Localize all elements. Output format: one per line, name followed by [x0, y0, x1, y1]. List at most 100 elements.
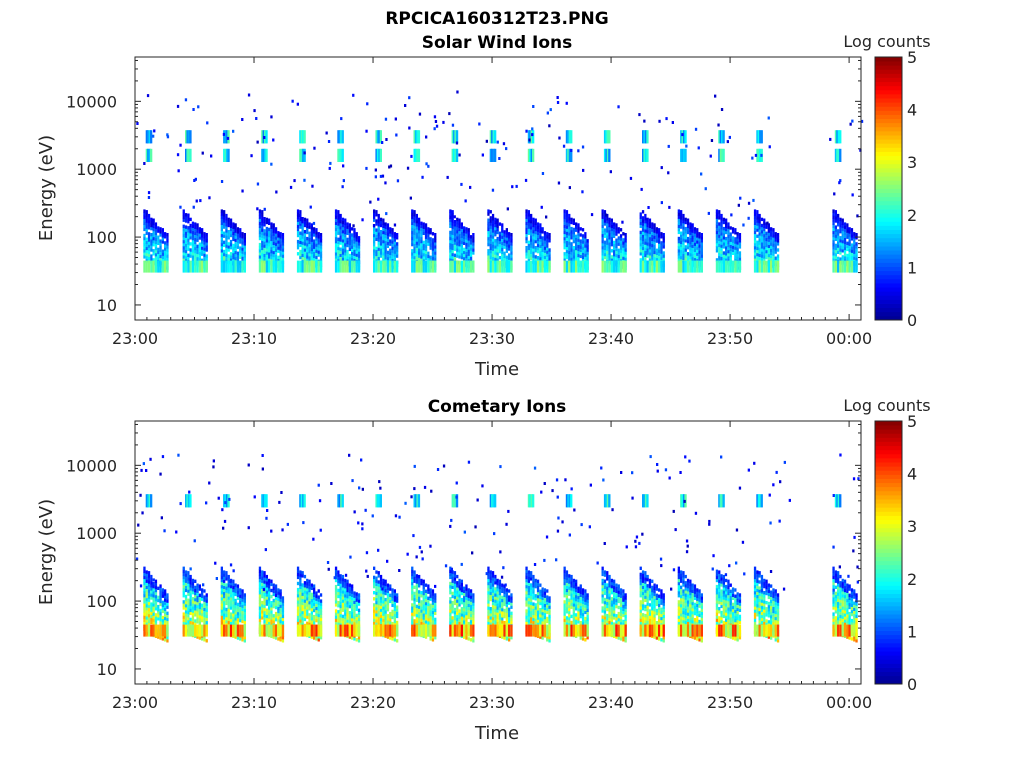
heatmap-cell	[306, 236, 309, 241]
heatmap-cell	[837, 260, 840, 273]
heatmap-cell	[682, 256, 685, 261]
heatmap-cell	[639, 212, 642, 216]
heatmap-cell	[258, 618, 262, 622]
heatmap-cell	[487, 260, 490, 273]
heatmap-cell	[236, 608, 240, 613]
heatmap-cell	[189, 608, 192, 612]
heatmap-cell	[734, 260, 737, 273]
heatmap-cell	[152, 615, 155, 619]
heatmap-cell	[232, 234, 235, 238]
heatmap-cell	[696, 237, 699, 241]
heatmap-cell	[143, 621, 146, 625]
heatmap-cell	[263, 598, 266, 602]
heatmap-cell	[393, 250, 396, 254]
heatmap-cell	[258, 215, 262, 219]
heatmap-cell	[281, 605, 285, 609]
heatmap-cell	[243, 620, 246, 625]
heatmap-cell	[541, 236, 544, 240]
heatmap-cell	[161, 591, 164, 595]
heatmap-cell	[725, 255, 728, 259]
heatmap-cell	[150, 587, 153, 591]
heatmap-cell	[306, 252, 309, 256]
heatmap-cell	[196, 253, 199, 258]
heatmap-cell	[229, 600, 233, 604]
heatmap-cell	[731, 227, 735, 231]
heatmap-cell	[464, 199, 467, 203]
heatmap-cell	[424, 611, 428, 615]
heatmap-cell	[686, 246, 690, 250]
heatmap-cell	[205, 245, 208, 249]
heatmap-cell	[143, 597, 146, 601]
heatmap-cell	[299, 613, 302, 617]
y-axis-label: Energy (eV)	[36, 135, 57, 241]
heatmap-cell	[389, 624, 392, 637]
heatmap-cell	[184, 607, 188, 611]
heatmap-cell	[853, 256, 856, 260]
heatmap-cell	[760, 260, 764, 273]
heatmap-cell	[148, 130, 151, 144]
heatmap-cell	[648, 260, 652, 273]
heatmap-cell	[263, 260, 266, 273]
heatmap-cell	[420, 615, 423, 619]
heatmap-cell	[355, 604, 358, 608]
heatmap-cell	[494, 148, 497, 162]
heatmap-cell	[232, 585, 235, 590]
heatmap-cell	[393, 232, 396, 236]
heatmap-cell	[187, 220, 190, 224]
heatmap-cell	[548, 239, 551, 243]
heatmap-cell	[261, 246, 264, 251]
heatmap-cell	[145, 594, 148, 599]
heatmap-cell	[191, 239, 195, 244]
heatmap-cell	[718, 148, 721, 162]
heatmap-cell	[415, 247, 418, 251]
heatmap-cell	[715, 246, 719, 250]
heatmap-cell	[196, 260, 199, 273]
heatmap-cell	[465, 233, 468, 237]
heatmap-cell	[317, 595, 320, 599]
heatmap-cell	[337, 237, 340, 241]
heatmap-cell	[194, 622, 197, 626]
heatmap-cell	[241, 250, 244, 254]
heatmap-cell	[458, 236, 461, 241]
heatmap-cell	[161, 588, 164, 592]
heatmap-cell	[756, 225, 759, 229]
heatmap-cell	[434, 120, 438, 123]
heatmap-cell	[205, 605, 208, 609]
heatmap-cell	[261, 585, 264, 589]
heatmap-cell	[182, 578, 185, 583]
heatmap-cell	[832, 236, 835, 241]
heatmap-cell	[226, 136, 230, 140]
heatmap-cell	[563, 215, 566, 219]
heatmap-cell	[203, 607, 206, 611]
heatmap-cell	[344, 249, 347, 253]
heatmap-cell	[715, 258, 719, 262]
heatmap-cell	[418, 614, 421, 619]
heatmap-cell	[411, 230, 414, 235]
heatmap-cell	[145, 240, 148, 244]
heatmap-cell	[608, 251, 611, 255]
heatmap-cell	[501, 223, 504, 227]
panel-solar-wind: Solar Wind Ions 23:00 23:10 23:20 23:30 23:4…	[36, 32, 931, 380]
heatmap-cell	[339, 260, 342, 273]
heatmap-cell	[272, 253, 275, 258]
heatmap-cell	[527, 219, 530, 223]
heatmap-cell	[152, 597, 155, 601]
heatmap-cell	[315, 615, 318, 620]
heatmap-cell	[227, 578, 230, 582]
heatmap-cell	[458, 153, 461, 157]
heatmap-cell	[147, 213, 151, 218]
heatmap-cell	[396, 639, 399, 643]
heatmap-cell	[853, 260, 856, 273]
heatmap-cell	[268, 233, 271, 238]
heatmap-cell	[342, 179, 345, 183]
heatmap-cell	[279, 253, 282, 257]
heatmap-cell	[505, 147, 508, 151]
heatmap-cell	[413, 570, 416, 574]
heatmap-cell	[243, 624, 246, 637]
heatmap-cell	[161, 237, 164, 241]
heatmap-cell	[236, 596, 240, 600]
heatmap-cell	[491, 244, 495, 248]
heatmap-cell	[382, 249, 385, 253]
heatmap-cell	[686, 239, 690, 244]
heatmap-cell	[391, 588, 394, 592]
